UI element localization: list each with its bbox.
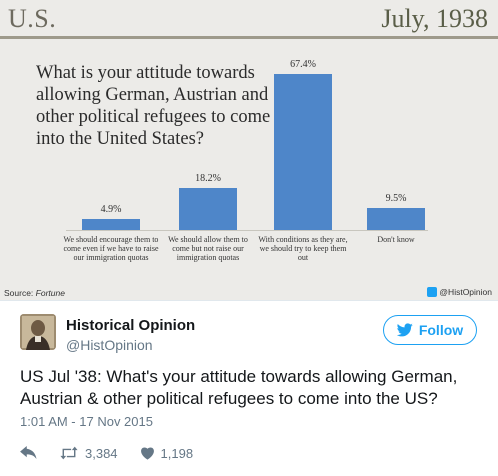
bar-dont-know <box>367 208 425 230</box>
follow-label: Follow <box>418 322 464 338</box>
bar-category-label: With conditions as they are, we should t… <box>258 235 348 262</box>
chart-handle-text: @HistOpinion <box>439 287 492 297</box>
twitter-mini-icon <box>427 287 438 297</box>
bar-category-label: We should allow them to come but not rai… <box>168 235 248 262</box>
avatar[interactable] <box>20 314 56 350</box>
chart-baseline <box>66 230 428 231</box>
bar-category-label: Don't know <box>377 235 415 244</box>
divider <box>0 300 498 301</box>
chart-country-label: U.S. <box>8 4 57 33</box>
chart-question: What is your attitude towards allowing G… <box>36 63 271 149</box>
bar-value-label: 18.2% <box>195 172 221 184</box>
retweet-count: 3,384 <box>85 445 118 461</box>
author-name[interactable]: Historical Opinion <box>66 317 196 334</box>
bar-value-label: 4.9% <box>100 203 122 215</box>
chart-date-label: July, 1938 <box>381 4 488 33</box>
bar-category-label: We should encourage them to come even if… <box>63 235 159 262</box>
bar-value-label: 9.5% <box>385 193 407 204</box>
avatar-portrait-icon <box>20 314 56 350</box>
tweet-text: US Jul '38: What's your attitude towards… <box>20 367 458 408</box>
chart-handle: @HistOpinion <box>427 287 492 297</box>
follow-button[interactable]: Follow <box>383 315 477 345</box>
bar-keep-out <box>274 74 332 230</box>
like-button[interactable]: 1,198 <box>140 445 194 461</box>
tweet-actions: 3,384 1,198 <box>20 444 193 462</box>
retweet-button[interactable]: 3,384 <box>59 446 118 461</box>
source-label: Source: <box>4 288 34 298</box>
heart-icon <box>140 447 154 460</box>
retweet-icon <box>60 446 78 460</box>
source-name: Fortune <box>35 288 65 298</box>
tweet-chart-image[interactable]: U.S. July, 1938 What is your attitude to… <box>0 0 498 300</box>
bar-encourage <box>82 218 140 230</box>
bar-allow <box>179 187 237 230</box>
tweet-timestamp[interactable]: 1:01 AM - 17 Nov 2015 <box>20 414 153 429</box>
reply-button[interactable] <box>20 446 37 460</box>
bar-value-label: 67.4% <box>290 59 316 71</box>
author-handle[interactable]: @HistOpinion <box>66 337 153 353</box>
twitter-bird-icon <box>396 323 413 337</box>
chart-source: Source: Fortune <box>4 288 65 298</box>
reply-icon <box>20 446 37 459</box>
like-count: 1,198 <box>160 445 194 461</box>
chart-header-rule <box>0 36 498 39</box>
